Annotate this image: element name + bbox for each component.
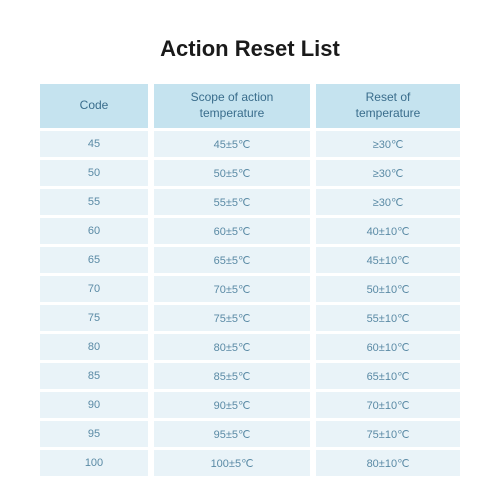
cell-code: 45 <box>40 131 148 157</box>
cell-reset: 65±10℃ <box>316 363 460 389</box>
cell-reset: ≥30℃ <box>316 160 460 186</box>
action-reset-table: Code 45 50 55 60 65 70 75 80 85 90 95 100 Scope of … <box>40 84 460 476</box>
cell-reset: 75±10℃ <box>316 421 460 447</box>
cell-scope: 50±5℃ <box>154 160 310 186</box>
cell-reset: ≥30℃ <box>316 131 460 157</box>
cell-reset: 80±10℃ <box>316 450 460 476</box>
cell-code: 90 <box>40 392 148 418</box>
cell-scope: 65±5℃ <box>154 247 310 273</box>
cell-code: 85 <box>40 363 148 389</box>
cell-scope: 55±5℃ <box>154 189 310 215</box>
cell-scope: 45±5℃ <box>154 131 310 157</box>
cell-code: 95 <box>40 421 148 447</box>
cell-code: 80 <box>40 334 148 360</box>
page-title: Action Reset List <box>160 36 340 62</box>
cell-code: 60 <box>40 218 148 244</box>
cell-reset: 40±10℃ <box>316 218 460 244</box>
cell-code: 50 <box>40 160 148 186</box>
cell-scope: 70±5℃ <box>154 276 310 302</box>
header-scope: Scope of action temperature <box>154 84 310 128</box>
cell-scope: 75±5℃ <box>154 305 310 331</box>
cell-code: 75 <box>40 305 148 331</box>
column-reset: Reset of temperature ≥30℃ ≥30℃ ≥30℃ 40±10℃ 4… <box>316 84 460 476</box>
column-code: Code 45 50 55 60 65 70 75 80 85 90 95 100 <box>40 84 148 476</box>
cell-reset: 60±10℃ <box>316 334 460 360</box>
cell-reset: 70±10℃ <box>316 392 460 418</box>
cell-reset: 45±10℃ <box>316 247 460 273</box>
cell-scope: 80±5℃ <box>154 334 310 360</box>
cell-scope: 95±5℃ <box>154 421 310 447</box>
cell-scope: 90±5℃ <box>154 392 310 418</box>
cell-scope: 100±5℃ <box>154 450 310 476</box>
cell-reset: 55±10℃ <box>316 305 460 331</box>
cell-scope: 85±5℃ <box>154 363 310 389</box>
header-reset: Reset of temperature <box>316 84 460 128</box>
cell-reset: 50±10℃ <box>316 276 460 302</box>
column-scope: Scope of action temperature 45±5℃ 50±5℃ 55… <box>154 84 310 476</box>
cell-code: 100 <box>40 450 148 476</box>
cell-code: 65 <box>40 247 148 273</box>
cell-code: 70 <box>40 276 148 302</box>
cell-code: 55 <box>40 189 148 215</box>
cell-reset: ≥30℃ <box>316 189 460 215</box>
cell-scope: 60±5℃ <box>154 218 310 244</box>
header-code: Code <box>40 84 148 128</box>
